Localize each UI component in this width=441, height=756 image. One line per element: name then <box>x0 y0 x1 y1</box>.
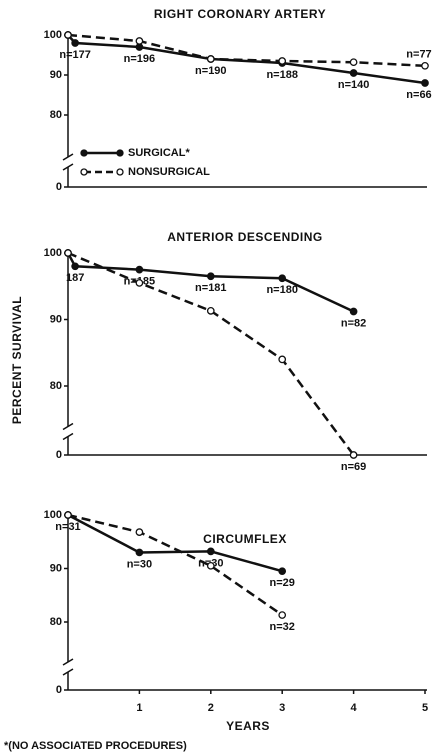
footnote: *(NO ASSOCIATED PROCEDURES) <box>4 740 187 752</box>
point-label: n=69 <box>341 461 366 473</box>
y-tick-label: 80 <box>50 380 62 392</box>
x-tick-label: 5 <box>422 702 428 714</box>
point-label: n=29 <box>270 577 295 589</box>
data-point <box>421 79 429 87</box>
point-label: n=180 <box>266 284 298 296</box>
point-label: n=82 <box>341 317 366 329</box>
data-point <box>349 69 358 77</box>
y-tick-label: 80 <box>50 109 62 121</box>
data-point <box>64 31 72 39</box>
data-point <box>71 39 79 47</box>
axis-break <box>62 153 74 161</box>
y-tick-label: 0 <box>56 684 62 696</box>
data-point <box>206 272 215 281</box>
data-point <box>206 307 215 315</box>
legend-marker <box>80 168 88 176</box>
point-label: 187 <box>66 272 84 284</box>
legend-label: SURGICAL* <box>128 147 190 159</box>
series-line <box>67 34 426 85</box>
data-point <box>349 451 358 459</box>
data-point <box>278 567 287 576</box>
x-tick-label: 4 <box>351 702 358 714</box>
data-point <box>421 61 429 70</box>
legend-marker <box>116 168 124 176</box>
y-tick-label: 90 <box>50 313 62 325</box>
data-point <box>135 265 144 274</box>
chart-title: CIRCUMFLEX <box>203 532 287 546</box>
data-point <box>278 57 287 65</box>
data-point <box>135 279 144 287</box>
data-point <box>135 37 144 45</box>
x-axis-label: YEARS <box>226 719 270 733</box>
y-tick-label: 100 <box>44 29 62 41</box>
data-point <box>135 528 144 536</box>
x-tick-label: 1 <box>136 702 142 714</box>
point-label: n=77 <box>406 49 431 61</box>
data-point <box>206 561 215 570</box>
axis-break <box>62 658 74 666</box>
point-label: n=31 <box>55 521 80 533</box>
point-label: n=188 <box>266 69 298 81</box>
point-label: n=66 <box>406 89 431 101</box>
legend-marker <box>116 149 124 157</box>
data-point <box>349 58 358 67</box>
y-tick-label: 90 <box>50 69 62 81</box>
x-tick-label: 3 <box>279 702 285 714</box>
point-label: n=32 <box>270 621 295 633</box>
y-tick-label: 0 <box>56 449 62 461</box>
data-point <box>206 55 215 63</box>
data-point <box>71 262 79 271</box>
y-tick-label: 0 <box>56 181 62 193</box>
point-label: n=181 <box>195 282 227 294</box>
chart-title: RIGHT CORONARY ARTERY <box>154 7 326 21</box>
data-point <box>206 547 215 556</box>
axis-break <box>62 668 74 676</box>
y-axis-label: PERCENT SURVIVAL <box>10 296 24 424</box>
point-label: n=177 <box>59 49 91 61</box>
point-label: n=190 <box>195 65 227 77</box>
data-point <box>64 249 72 257</box>
point-label: n=30 <box>127 558 152 570</box>
data-point <box>278 274 287 283</box>
y-tick-label: 100 <box>44 509 62 521</box>
series-line <box>67 513 283 617</box>
data-point <box>278 611 287 619</box>
y-tick-label: 90 <box>50 562 62 574</box>
data-point <box>278 355 287 364</box>
point-label: n=140 <box>338 79 370 91</box>
axis-break <box>62 422 74 431</box>
series-line <box>67 513 283 573</box>
data-point <box>135 548 144 557</box>
legend-marker <box>80 149 88 157</box>
y-tick-label: 80 <box>50 616 62 628</box>
data-point <box>64 511 72 519</box>
chart-title: ANTERIOR DESCENDING <box>167 230 323 244</box>
y-tick-label: 100 <box>44 247 62 259</box>
axis-break <box>62 163 74 171</box>
legend-label: NONSURGICAL <box>128 166 210 178</box>
axis-break <box>62 432 74 441</box>
data-point <box>349 307 358 316</box>
x-tick-label: 2 <box>208 702 214 714</box>
series-line <box>67 33 426 68</box>
point-label: n=196 <box>124 53 156 65</box>
